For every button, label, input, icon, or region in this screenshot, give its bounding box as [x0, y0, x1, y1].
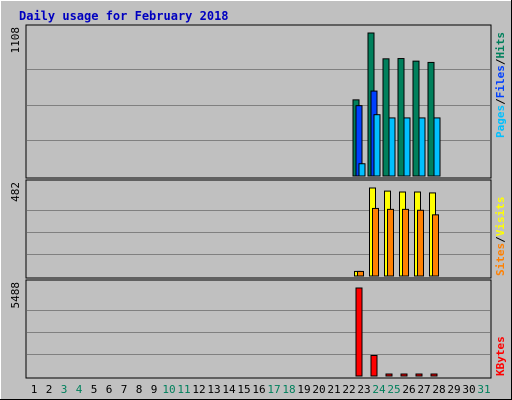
bar-sites-day-23	[357, 270, 364, 277]
chart-title: Daily usage for February 2018	[19, 9, 229, 23]
x-tick-label: 6	[106, 383, 113, 396]
x-tick-label: 28	[432, 383, 445, 396]
x-tick-label: 23	[357, 383, 370, 396]
chart-panels: 1108Pages/Files/Hits482Sites/Visits5488K…	[9, 24, 507, 379]
legend-middle: Sites/Visits	[494, 197, 507, 277]
bar-sites-day-28	[432, 214, 439, 277]
legend-sites: Sites	[494, 243, 507, 276]
bar-hits-day-28	[427, 61, 435, 177]
bar-hits-day-25	[382, 58, 390, 177]
legend-hits: Hits	[494, 32, 507, 59]
legend-pages: Pages	[494, 105, 507, 138]
x-tick-label: 16	[252, 383, 265, 396]
x-tick-label: 14	[222, 383, 236, 396]
x-tick-label: 29	[447, 383, 460, 396]
legend-visits: Visits	[494, 197, 507, 237]
legend-top: Pages/Files/Hits	[494, 32, 507, 138]
x-tick-label: 31	[477, 383, 490, 396]
x-tick-label: 15	[237, 383, 250, 396]
legend-bottom: KBytes	[494, 336, 507, 376]
bar-hits-day-26	[397, 58, 405, 177]
legend-separator: /	[494, 98, 507, 105]
x-tick-label: 30	[462, 383, 475, 396]
panel-frame	[25, 279, 492, 379]
bar-pages-day-26	[403, 117, 411, 177]
x-tick-label: 1	[31, 383, 38, 396]
y-max-label: 482	[9, 182, 22, 202]
bar-pages-day-25	[388, 117, 396, 177]
bar-kbytes-day-26	[400, 373, 408, 377]
x-tick-label: 25	[387, 383, 400, 396]
x-tick-label: 4	[76, 383, 83, 396]
bar-sites-day-25	[387, 208, 394, 277]
x-axis: 1 2 3 4 5 6 7 8 9 10 11 12 13 14 15 16 17 18 19 20 21 22 23 24 2…	[31, 383, 491, 396]
x-tick-label: 22	[342, 383, 355, 396]
x-tick-label: 18	[282, 383, 295, 396]
bar-kbytes-day-24	[370, 354, 378, 377]
legend-separator: /	[494, 58, 507, 65]
bar-hits-day-27	[412, 60, 420, 177]
x-tick-label: 7	[121, 383, 128, 396]
x-tick-label: 3	[61, 383, 68, 396]
bar-sites-day-24	[372, 207, 379, 277]
bar-kbytes-day-27	[415, 373, 423, 377]
panel-frame	[25, 179, 492, 279]
x-tick-label: 12	[192, 383, 205, 396]
x-tick-label: 20	[312, 383, 325, 396]
legend-files: Files	[494, 65, 507, 98]
bar-pages-day-27	[418, 117, 426, 177]
legend-separator: /	[494, 236, 507, 243]
bar-sites-day-27	[417, 209, 424, 277]
x-tick-label: 21	[327, 383, 340, 396]
panel-middle: 482 Sites/Visits	[9, 179, 507, 279]
bar-pages-day-24	[373, 114, 381, 177]
legend-kbytes: KBytes	[494, 336, 507, 376]
x-tick-label: 9	[151, 383, 158, 396]
x-tick-label: 19	[297, 383, 310, 396]
y-max-label: 1108	[9, 27, 22, 54]
x-tick-label: 17	[267, 383, 280, 396]
x-tick-label: 10	[162, 383, 175, 396]
y-max-label: 5488	[9, 282, 22, 309]
x-tick-label: 27	[417, 383, 430, 396]
x-tick-label: 26	[402, 383, 415, 396]
bar-kbytes-day-25	[385, 373, 393, 377]
x-tick-label: 5	[91, 383, 98, 396]
x-tick-label: 24	[372, 383, 386, 396]
bar-pages-day-28	[433, 117, 441, 177]
bar-sites-day-26	[402, 208, 409, 277]
bar-pages-day-23	[358, 163, 366, 177]
x-tick-label: 8	[136, 383, 143, 396]
x-tick-label: 2	[46, 383, 53, 396]
x-tick-label: 13	[207, 383, 220, 396]
bar-kbytes-day-28	[430, 373, 438, 377]
panel-bottom: 5488 KBytes	[9, 279, 507, 379]
x-tick-label: 11	[177, 383, 190, 396]
bar-kbytes-day-23	[355, 287, 363, 377]
